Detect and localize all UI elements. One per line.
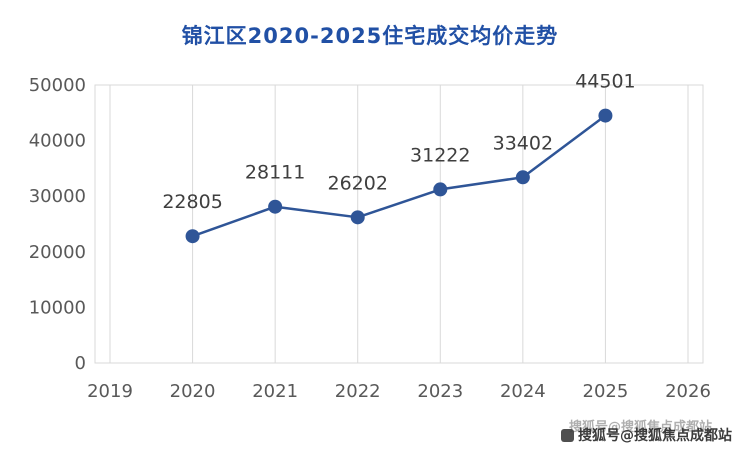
- price-line-series: [192, 114, 607, 238]
- x-axis-tick-label: 2024: [500, 381, 546, 402]
- y-axis-tick-label: 0: [75, 353, 86, 374]
- x-axis-tick-label: 2020: [170, 381, 216, 402]
- sohu-logo-icon: [561, 428, 574, 442]
- data-point-label: 28111: [245, 162, 305, 184]
- y-axis-tick-label: 40000: [29, 131, 86, 152]
- watermark: 搜狐号@搜狐焦点成都站 搜狐号@搜狐焦点成都站: [561, 420, 732, 445]
- plot-border: [94, 84, 704, 364]
- data-point-label: 26202: [327, 172, 387, 194]
- data-point-label: 33402: [493, 132, 553, 154]
- x-axis-tick-label: 2026: [665, 381, 711, 402]
- data-point-marker: [433, 182, 448, 197]
- data-point-marker: [268, 199, 283, 214]
- data-point-marker: [185, 229, 200, 244]
- watermark-text: 搜狐号@搜狐焦点成都站: [578, 428, 732, 444]
- data-point-marker: [515, 170, 530, 185]
- y-axis-tick-label: 20000: [29, 242, 86, 263]
- data-point-label: 44501: [575, 71, 635, 93]
- data-point-marker: [350, 210, 365, 225]
- x-axis-tick-label: 2021: [252, 381, 298, 402]
- y-axis-tick-label: 30000: [29, 186, 86, 207]
- x-axis-tick-label: 2023: [417, 381, 463, 402]
- data-point-label: 31222: [410, 144, 470, 166]
- x-axis-tick-label: 2022: [335, 381, 381, 402]
- chart-title: 锦江区2020-2025住宅成交均价走势: [181, 24, 559, 48]
- watermark-shadow-text: 搜狐号@搜狐焦点成都站: [568, 420, 712, 435]
- data-point-marker: [598, 108, 613, 123]
- y-axis-tick-label: 50000: [29, 75, 86, 96]
- y-axis-tick-label: 10000: [29, 297, 86, 318]
- data-point-label: 22805: [162, 191, 222, 213]
- watermark-row: 搜狐号@搜狐焦点成都站: [561, 425, 732, 445]
- x-axis-tick-label: 2025: [583, 381, 629, 402]
- x-axis-tick-label: 2019: [87, 381, 133, 402]
